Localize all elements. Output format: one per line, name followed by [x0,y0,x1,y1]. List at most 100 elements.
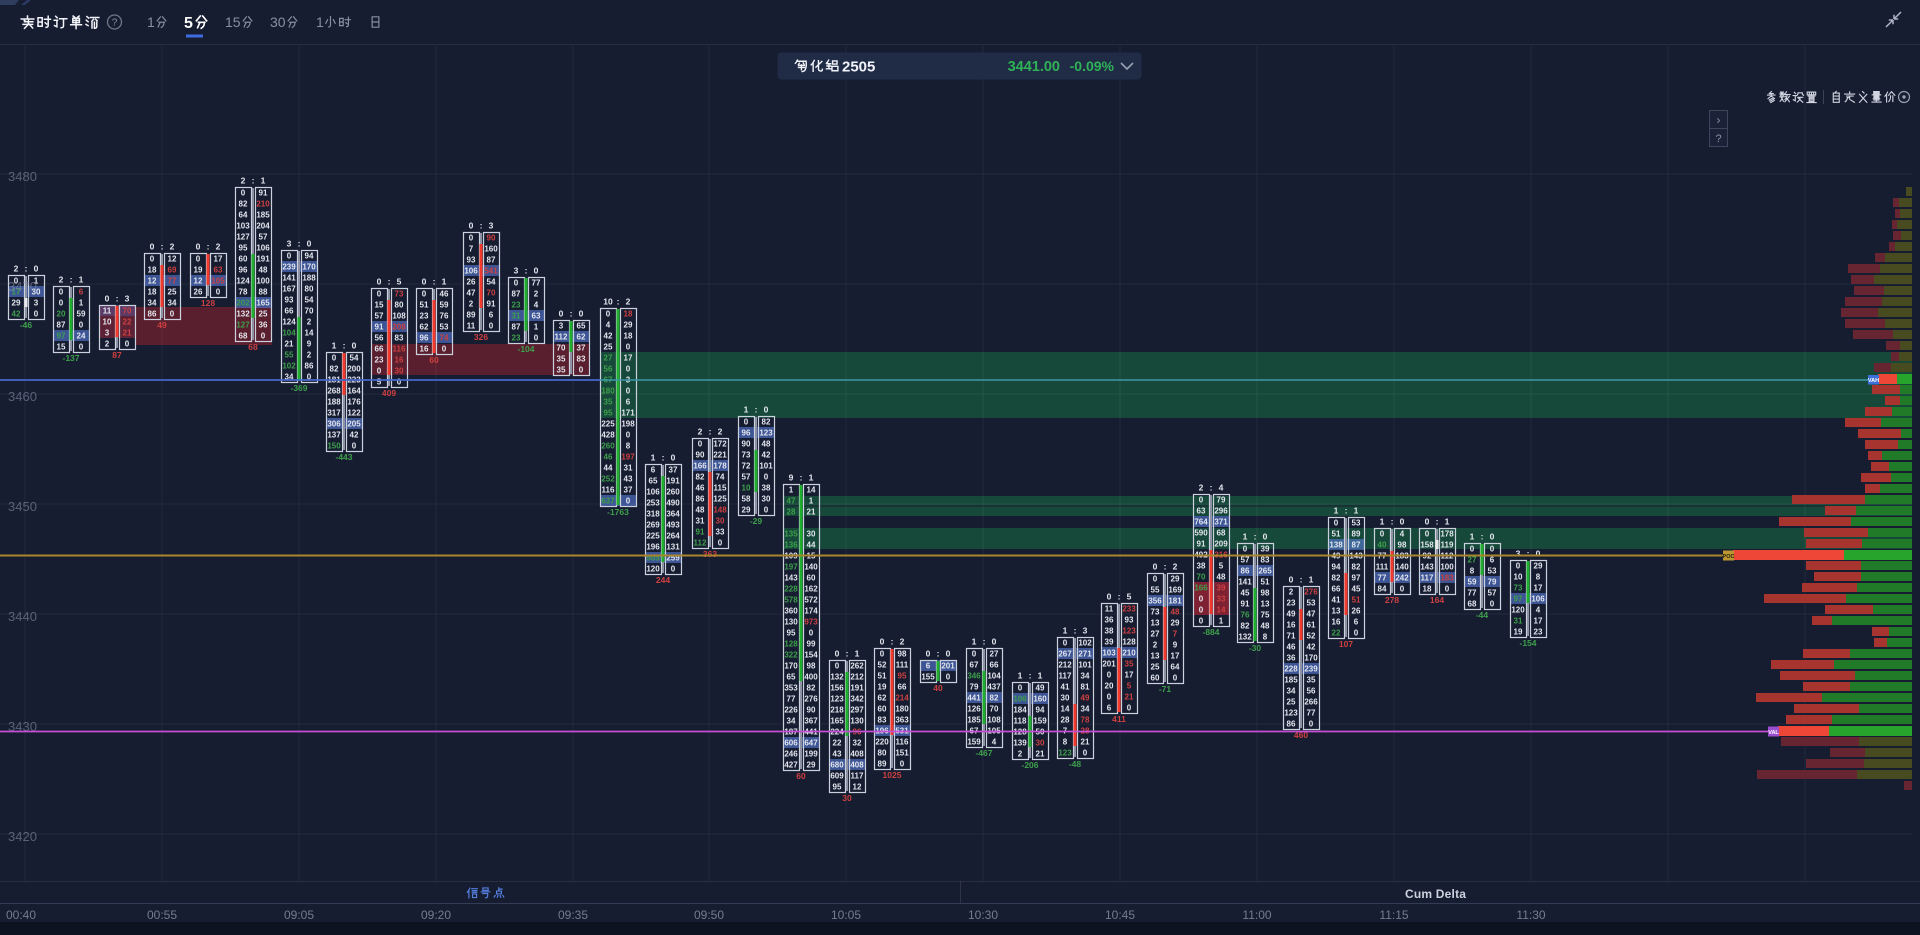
svg-text:?: ? [112,18,118,29]
svg-text:150: 150 [327,442,341,451]
svg-text:0: 0 [196,255,201,264]
svg-text:143: 143 [1420,563,1434,572]
svg-text:296: 296 [1214,507,1228,516]
svg-text:30: 30 [762,495,771,504]
svg-text:77: 77 [168,277,177,286]
svg-text:80: 80 [395,301,404,310]
svg-text:70: 70 [305,307,314,316]
svg-text:106: 106 [256,244,270,253]
svg-text:1: 1 [1354,506,1359,516]
svg-text:42: 42 [604,332,613,341]
svg-text:60: 60 [1151,674,1160,683]
svg-text:578: 578 [784,596,798,605]
svg-text:317: 317 [327,409,341,418]
svg-text:170: 170 [1304,654,1318,663]
svg-text:0: 0 [835,662,840,671]
svg-text:0: 0 [671,565,676,574]
svg-text:94: 94 [1332,563,1341,572]
svg-text:2: 2 [718,427,723,437]
svg-text:400: 400 [804,673,818,682]
svg-text:0: 0 [1199,595,1204,604]
svg-text:0: 0 [809,629,814,638]
svg-text:218: 218 [830,706,844,715]
svg-text:83: 83 [878,716,887,725]
svg-text:0: 0 [900,760,905,769]
svg-text:46: 46 [1287,643,1296,652]
svg-text:159: 159 [967,738,981,747]
svg-text:17: 17 [1534,617,1543,626]
svg-text:239: 239 [1304,665,1318,674]
svg-text:13: 13 [1151,619,1160,628]
svg-text:-48: -48 [1069,759,1082,769]
svg-text:6: 6 [1490,556,1495,565]
svg-text:2: 2 [1199,483,1204,493]
svg-text:40: 40 [1378,541,1387,550]
svg-text:170: 170 [784,662,798,671]
svg-text:197: 197 [784,563,798,572]
svg-text:1: 1 [744,405,749,415]
svg-text:120: 120 [1511,606,1525,615]
svg-text:191: 191 [666,477,680,486]
svg-text:0: 0 [880,637,885,647]
svg-text:30: 30 [32,288,41,297]
svg-text:54: 54 [350,354,359,363]
svg-text:590: 590 [1194,529,1208,538]
svg-text:77: 77 [1378,574,1387,583]
svg-text:264: 264 [666,532,680,541]
svg-text:49: 49 [1036,684,1045,693]
svg-text:25: 25 [259,310,268,319]
svg-text:141: 141 [282,274,296,283]
svg-text:37: 37 [577,344,586,353]
svg-text:242: 242 [1395,574,1409,583]
svg-text:28: 28 [1061,716,1070,725]
svg-text:30: 30 [716,517,725,526]
svg-text:41: 41 [1332,596,1341,605]
svg-text:17: 17 [1534,584,1543,593]
svg-text:1: 1 [1380,517,1385,527]
svg-text::: : [1074,626,1077,636]
svg-text:15: 15 [225,14,241,30]
svg-text:505: 505 [646,554,660,563]
svg-text:0: 0 [79,321,84,330]
svg-text::: : [1029,671,1032,681]
svg-text:4: 4 [992,738,997,747]
svg-text:-884: -884 [1202,627,1219,637]
svg-text:572: 572 [804,596,818,605]
svg-text:17: 17 [1125,671,1134,680]
svg-text:94: 94 [305,252,314,261]
svg-text:21: 21 [807,508,816,517]
svg-text:409: 409 [382,388,396,398]
svg-text:2: 2 [241,176,246,186]
svg-text:60: 60 [807,574,816,583]
svg-text::: : [755,405,758,415]
svg-text::: : [662,453,665,463]
svg-text:68: 68 [239,332,248,341]
svg-text:15: 15 [57,343,66,352]
svg-text:6: 6 [626,398,631,407]
svg-text:3: 3 [287,239,292,249]
svg-text:30: 30 [1036,739,1045,748]
svg-text::: : [161,242,164,252]
svg-text:6: 6 [1107,704,1112,713]
svg-text:0: 0 [1018,684,1023,693]
svg-text::: : [70,275,73,285]
svg-text:27: 27 [1151,630,1160,639]
svg-text:90: 90 [742,440,751,449]
svg-text:59: 59 [77,310,86,319]
svg-text:0: 0 [559,309,564,319]
svg-text:0: 0 [14,277,19,286]
svg-text:35: 35 [604,398,613,407]
svg-text:76: 76 [440,312,449,321]
svg-text:0: 0 [59,288,64,297]
svg-text:4: 4 [1536,606,1541,615]
svg-text:141: 141 [1238,578,1252,587]
svg-text:70: 70 [1197,573,1206,582]
svg-text:0: 0 [377,367,382,376]
svg-text:1: 1 [1038,671,1043,681]
svg-text:7: 7 [1173,630,1178,639]
svg-text:1: 1 [1243,532,1248,542]
svg-text:76: 76 [1241,611,1250,620]
svg-text:57: 57 [259,233,268,242]
svg-text:105: 105 [211,277,225,286]
svg-text:2: 2 [1289,588,1294,597]
